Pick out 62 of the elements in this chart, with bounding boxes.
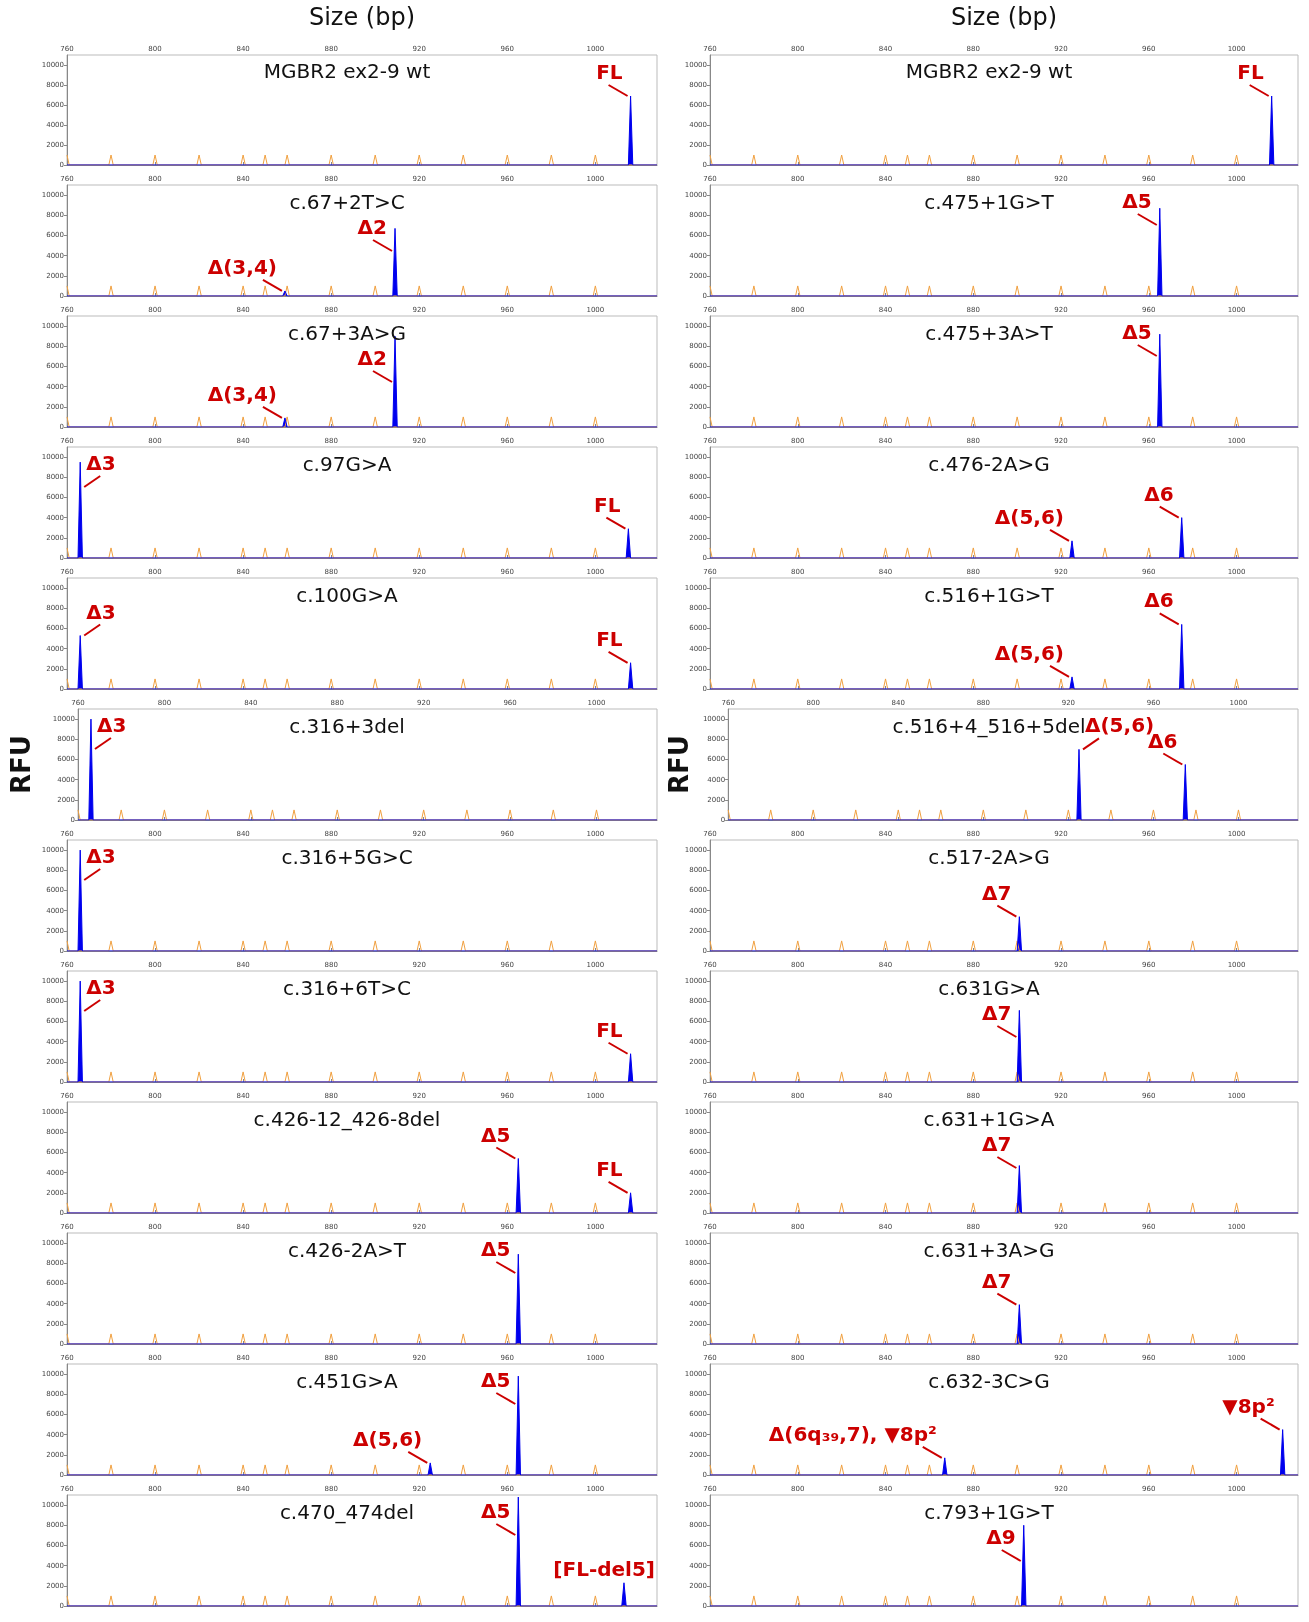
annotation: Δ(5,6) xyxy=(994,504,1065,529)
chart-title: c.476-2A>G xyxy=(928,452,1050,476)
annotation: Δ(3,4) xyxy=(207,254,277,279)
chart-title: c.426-2A>T xyxy=(287,1238,407,1262)
annotation: Δ7 xyxy=(981,880,1012,905)
chart-title: c.631+3A>G xyxy=(923,1238,1055,1262)
annotation: Δ7 xyxy=(981,1268,1012,1293)
chart-title: MGBR2 ex2-9 wt xyxy=(263,59,431,83)
chart-title: c.632-3C>G xyxy=(928,1369,1050,1393)
annotation: FL xyxy=(596,626,623,651)
annotation: [FL-del5] xyxy=(553,1556,655,1581)
x-axis-title: Size (bp) xyxy=(308,3,416,31)
annotation: Δ(5,6) xyxy=(353,1426,423,1451)
chart-title: c.67+2T>C xyxy=(289,190,405,214)
annotation: Δ5 xyxy=(1122,320,1152,344)
chart-title: c.475+1G>T xyxy=(924,190,1055,214)
annotation: Δ3 xyxy=(86,975,116,999)
annotation: Δ(6q₃₉,7), ▼8p² xyxy=(768,1421,937,1446)
annotation: Δ3 xyxy=(86,451,116,475)
annotation: FL xyxy=(596,1017,623,1042)
chart-title: c.316+6T>C xyxy=(283,976,411,1000)
chart-title: MGBR2 ex2-9 wt xyxy=(905,59,1073,83)
annotation: FL xyxy=(596,60,623,84)
chart-title: c.470_474del xyxy=(279,1500,415,1524)
y-axis-title: RFU xyxy=(6,735,36,794)
chart-title: c.631G>A xyxy=(938,976,1041,1000)
annotation: Δ2 xyxy=(357,215,388,239)
annotation: Δ6 xyxy=(1144,588,1174,613)
annotation: Δ5 xyxy=(480,1499,511,1523)
annotation: ▼8p² xyxy=(1222,1393,1275,1418)
chart-title: c.316+3del xyxy=(289,714,405,738)
annotation: FL xyxy=(596,1156,623,1181)
annotation: Δ(5,6) xyxy=(994,640,1065,665)
annotation: Δ6 xyxy=(1144,481,1174,506)
annotation: Δ5 xyxy=(1122,189,1152,213)
chart-title: c.475+3A>T xyxy=(925,321,1054,345)
annotation: Δ3 xyxy=(86,599,116,624)
chart-title: c.100G>A xyxy=(296,583,399,607)
annotation: Δ5 xyxy=(480,1122,511,1147)
chart-title: c.516+4_516+5del xyxy=(892,714,1086,738)
annotation: FL xyxy=(593,492,621,517)
annotation: Δ7 xyxy=(981,1001,1012,1025)
chart-title: c.516+1G>T xyxy=(924,583,1055,607)
chart-title: c.97G>A xyxy=(302,452,392,476)
y-axis-title: RFU xyxy=(664,735,694,794)
annotation: Δ7 xyxy=(981,1132,1012,1156)
chart-title: c.67+3A>G xyxy=(287,321,407,345)
chart-title: c.793+1G>T xyxy=(924,1500,1055,1524)
annotation: Δ(3,4) xyxy=(207,381,277,406)
annotation: FL xyxy=(1237,60,1264,84)
annotation: Δ9 xyxy=(986,1525,1016,1549)
chart-title: c.426-12_426-8del xyxy=(253,1107,441,1131)
annotation: Δ5 xyxy=(480,1368,511,1392)
annotation: Δ2 xyxy=(357,346,388,370)
x-axis-title: Size (bp) xyxy=(950,3,1058,31)
chart-title: c.451G>A xyxy=(296,1369,399,1393)
chart-title: c.631+1G>A xyxy=(923,1107,1055,1131)
annotation: Δ5 xyxy=(480,1237,511,1261)
annotation: Δ3 xyxy=(86,844,116,868)
annotation: Δ3 xyxy=(96,713,127,737)
chart-title: c.316+5G>C xyxy=(281,845,413,869)
chart-title: c.517-2A>G xyxy=(928,845,1050,869)
